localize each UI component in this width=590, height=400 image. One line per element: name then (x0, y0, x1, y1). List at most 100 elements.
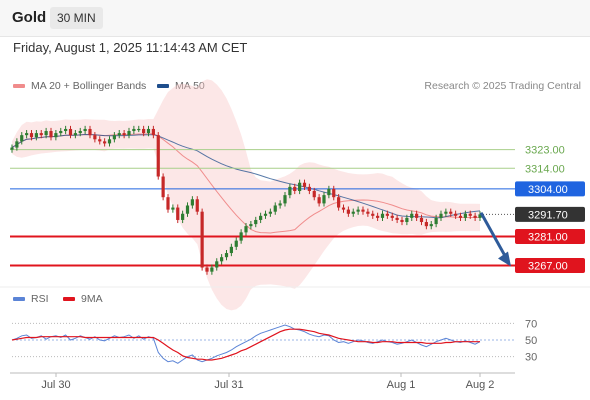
candle-body (332, 188, 336, 198)
legend-rsi: RSI (13, 293, 49, 305)
candle-body (107, 139, 112, 144)
candle-body (429, 224, 433, 227)
candle-body (83, 128, 87, 132)
candle-body (64, 128, 68, 132)
candle-body (337, 197, 341, 208)
candle-body (49, 131, 53, 138)
level-label: 3267.00 (528, 260, 568, 272)
level-label: 3304.00 (528, 184, 568, 196)
candle-body (249, 224, 253, 227)
x-tick-label: Jul 31 (214, 379, 243, 391)
candle-body (473, 215, 477, 218)
candle-body (317, 197, 321, 204)
forecast-arrow-shaft (479, 211, 509, 261)
rsi-swatch (13, 297, 25, 302)
candle-body (185, 205, 190, 214)
candle-body (361, 209, 365, 212)
candle-body (400, 219, 404, 223)
candle-body (73, 133, 77, 136)
level-label: 3281.00 (528, 232, 568, 244)
candle-body (10, 147, 14, 150)
candle-body (34, 133, 38, 138)
candle-body (190, 199, 194, 206)
x-tick-label: Aug 1 (387, 379, 416, 391)
candle-body (176, 207, 180, 220)
level-tag (515, 229, 585, 244)
candle-body (15, 141, 19, 148)
candle-body (444, 211, 448, 214)
candle-body (220, 257, 224, 262)
candle-body (424, 222, 428, 227)
candle-body (385, 213, 389, 216)
candle-body (68, 128, 73, 136)
candle-body (283, 195, 287, 204)
candle-body (458, 215, 463, 218)
candle-body (166, 197, 170, 210)
bollinger-band (12, 79, 480, 311)
candle-body (463, 213, 467, 218)
level-label: 3323.00 (525, 145, 565, 157)
candle-body (405, 217, 409, 223)
candle-body (312, 191, 316, 198)
ma9-label: 9MA (81, 293, 103, 305)
candle-body (224, 253, 229, 258)
candle-body (395, 217, 399, 220)
x-tick-label: Aug 2 (466, 379, 495, 391)
candle-body (415, 213, 419, 218)
candle-body (205, 267, 209, 272)
current-price-tag (515, 206, 585, 222)
ma50-label: MA 50 (175, 80, 205, 92)
ma50-swatch (157, 84, 169, 89)
candle-body (132, 128, 136, 132)
candle-body (88, 128, 92, 136)
candle-body (376, 215, 380, 218)
candle-body (449, 211, 453, 214)
legend-ma50: MA 50 (157, 80, 205, 92)
candle-body (59, 131, 63, 134)
credit-text: Research © 2025 Trading Central (424, 80, 581, 92)
rsi-ma9-line (11, 328, 480, 361)
candle-body (293, 186, 297, 191)
level-label: 3314.00 (525, 163, 565, 175)
legend-ma20: MA 20 + Bollinger Bands (13, 80, 146, 92)
x-tick-label: Jul 30 (41, 379, 70, 391)
candle-body (142, 128, 146, 134)
candle-body (161, 176, 165, 198)
datetime-label: Friday, August 1, 2025 11:14:43 AM CET (13, 40, 248, 55)
candle-body (468, 213, 472, 216)
candle-body (273, 205, 277, 212)
candle-body (200, 211, 204, 268)
candle-body (341, 207, 346, 210)
candle-body (127, 131, 131, 136)
rsi-tick-label: 30 (525, 352, 537, 364)
timeframe-badge[interactable]: 30 MIN (50, 7, 103, 29)
rsi-line (11, 324, 481, 364)
candle-body (98, 139, 102, 142)
candle-body (288, 186, 292, 196)
current-price-label: 3291.70 (528, 209, 568, 221)
candle-body (117, 133, 121, 136)
candle-body (356, 209, 360, 212)
candle-body (278, 203, 282, 206)
candle-body (327, 188, 331, 196)
candle-body (156, 135, 160, 177)
candle-body (454, 213, 458, 216)
candle-body (146, 128, 151, 134)
candle-body (419, 217, 424, 223)
candle-body (259, 215, 263, 220)
candle-body (380, 213, 385, 218)
candle-body (366, 211, 370, 214)
candle-body (44, 131, 48, 136)
candle-body (229, 246, 233, 254)
candle-body (39, 133, 43, 136)
candle-body (137, 128, 141, 131)
candle-body (307, 186, 311, 191)
candle-body (20, 135, 24, 142)
candle-body (93, 135, 97, 140)
candle-body (210, 267, 214, 272)
candle-body (244, 226, 248, 233)
level-tag (515, 181, 585, 197)
candle-body (268, 211, 272, 214)
candle-body (302, 182, 307, 187)
